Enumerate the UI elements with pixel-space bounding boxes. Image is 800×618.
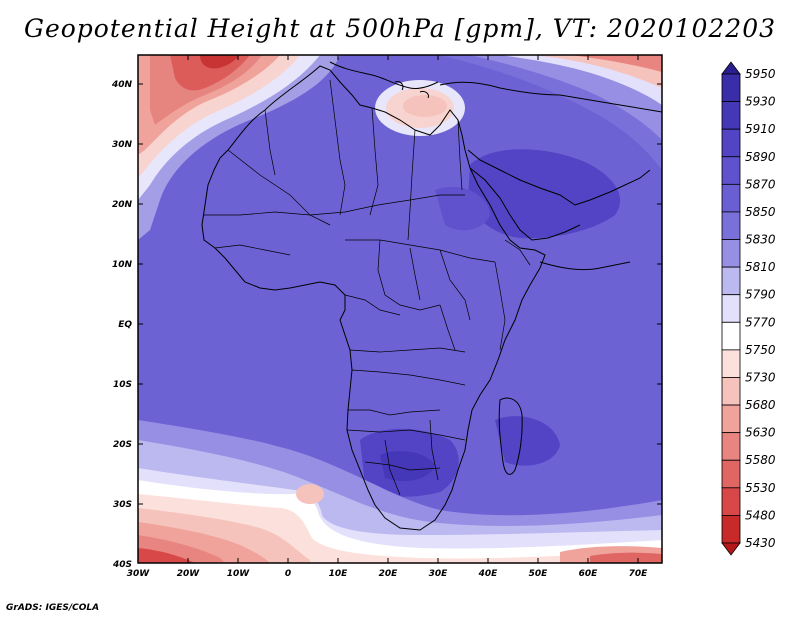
colorbar-segment (721, 128, 741, 158)
colorbar-level-label: 5580 (745, 453, 776, 467)
colorbar-level-label: 5730 (745, 370, 776, 384)
lon-tick-label: 10E (329, 569, 349, 579)
colorbar-level-label: 5810 (745, 260, 776, 274)
colorbar-segment (721, 294, 741, 323)
colorbar-segment (721, 239, 741, 268)
lat-tick-label: 30N (112, 140, 133, 150)
country-borders (204, 79, 531, 496)
map-frame (137, 54, 663, 564)
colorbar: 5950 5930 5910 5890 5870 5850 5830 5810 5790 5770… (721, 61, 776, 556)
lat-tick-label: 10N (112, 260, 133, 270)
colorbar-segment (721, 101, 741, 130)
colorbar-level-label: 5530 (745, 481, 776, 495)
colorbar-segment (721, 515, 741, 544)
colorbar-segment (721, 266, 741, 296)
lat-tick-label: 20S (113, 440, 132, 450)
height-field (138, 55, 662, 563)
colorbar-segment (721, 211, 741, 240)
colorbar-segment (721, 321, 741, 351)
colorbar-level-label: 5770 (745, 315, 776, 329)
colorbar-level-label: 5630 (745, 426, 776, 440)
colorbar-level-label: 5910 (745, 122, 776, 136)
lat-tick-label: 20N (112, 200, 133, 210)
lat-tick-label: EQ (118, 320, 132, 330)
footer-credit: GrADS: IGES/COLA (6, 603, 100, 613)
colorbar-segment (721, 377, 741, 406)
colorbar-level-label: 5890 (745, 150, 776, 164)
colorbar-segment (721, 404, 741, 434)
colorbar-segment (721, 349, 741, 378)
colorbar-top-arrow (721, 61, 741, 75)
lon-tick-label: 20W (177, 569, 201, 579)
lat-tick-label: 40S (112, 560, 132, 570)
colorbar-level-label: 5680 (745, 398, 776, 412)
colorbar-level-label: 5830 (745, 233, 776, 247)
colorbar-level-label: 5750 (745, 343, 776, 357)
colorbar-segment (721, 73, 741, 102)
colorbar-bottom-arrow (721, 542, 741, 556)
coastlines (201, 61, 662, 531)
lat-tick-label: 30S (113, 500, 132, 510)
lon-tick-label: 10W (227, 569, 251, 579)
colorbar-segment (721, 183, 741, 213)
lat-tick-label: 40N (111, 80, 133, 90)
colorbar-segment (721, 156, 741, 185)
lon-tick-label: 60E (579, 569, 599, 579)
colorbar-level-label: 5430 (745, 536, 776, 550)
colorbar-level-label: 5480 (745, 508, 776, 522)
lat-tick-label: 10S (113, 380, 132, 390)
colorbar-level-label: 5950 (745, 67, 776, 81)
colorbar-level-label: 5850 (745, 205, 776, 219)
lon-tick-label: 30E (429, 569, 449, 579)
lon-tick-label: 0 (285, 569, 291, 579)
colorbar-segment (721, 432, 741, 461)
colorbar-level-label: 5930 (745, 95, 776, 109)
lon-tick-label: 30W (127, 569, 151, 579)
lon-tick-label: 50E (529, 569, 549, 579)
lon-tick-label: 20E (379, 569, 399, 579)
colorbar-level-label: 5790 (745, 288, 776, 302)
map-title: Geopotential Height at 500hPa [gpm], VT:… (23, 14, 777, 43)
lon-tick-label: 70E (629, 569, 649, 579)
lon-axis: 30W 20W 10W 0 10E 20E 30E 40E 50E 60E 70… (127, 55, 648, 579)
colorbar-level-label: 5870 (745, 177, 776, 191)
colorbar-segment (721, 487, 741, 516)
colorbar-segment (721, 459, 741, 489)
lon-tick-label: 40E (478, 569, 499, 579)
lat-axis: 40N 30N 20N 10N EQ 10S 20S 30S 40S (111, 80, 662, 570)
